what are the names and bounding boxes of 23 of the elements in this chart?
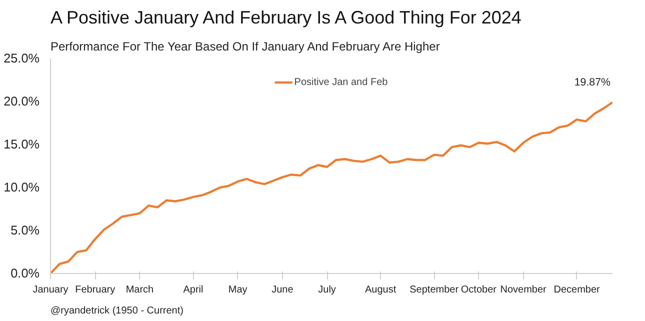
y-tick-label: 0.0% xyxy=(10,266,40,280)
x-tick-label: December xyxy=(554,284,601,296)
x-tick-label: September xyxy=(410,284,460,296)
x-tick-label: August xyxy=(364,284,396,296)
chart-title: A Positive January And February Is A Good Thing For 2024 xyxy=(50,8,522,28)
y-tick-label: 5.0% xyxy=(10,224,40,238)
y-tick-label: 15.0% xyxy=(4,138,40,152)
chart-subtitle: Performance For The Year Based On If January And February Are Higher xyxy=(50,40,440,54)
annotation: 19.87% xyxy=(574,76,612,88)
legend-label: Positive Jan and Feb xyxy=(294,76,388,88)
x-tick-label: February xyxy=(75,284,116,296)
y-tick-label: 10.0% xyxy=(4,180,40,194)
x-tick-label: April xyxy=(183,284,204,296)
text: @ryandetrick (1950 - Current) xyxy=(50,306,184,316)
y-tick-label: 25.0% xyxy=(4,52,40,66)
y-tick-label: 20.0% xyxy=(4,94,40,108)
x-tick-label: July xyxy=(318,284,336,296)
x-tick-label: March xyxy=(126,284,154,296)
x-tick-label: January xyxy=(32,284,68,296)
x-tick-label: June xyxy=(272,284,294,296)
x-tick-label: October xyxy=(460,284,498,296)
x-tick-label: November xyxy=(500,284,548,296)
x-tick-label: May xyxy=(228,284,248,296)
